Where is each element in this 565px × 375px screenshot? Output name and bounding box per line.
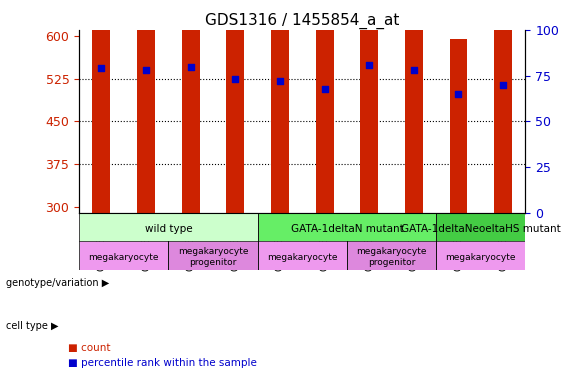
Text: wild type: wild type [145, 224, 192, 234]
Point [410, 67, 419, 73]
Text: megakaryocyte: megakaryocyte [89, 253, 159, 262]
Point [186, 64, 195, 70]
Point [141, 67, 150, 73]
FancyBboxPatch shape [436, 213, 525, 242]
FancyBboxPatch shape [258, 213, 436, 242]
Point [365, 62, 374, 68]
Text: megakaryocyte: megakaryocyte [267, 253, 337, 262]
FancyBboxPatch shape [347, 242, 436, 270]
Bar [93, 0, 110, 213]
Bar [182, 0, 199, 213]
Text: GATA-1deltaN mutant: GATA-1deltaN mutant [290, 224, 403, 234]
Text: genotype/variation ▶: genotype/variation ▶ [6, 278, 109, 288]
FancyBboxPatch shape [436, 242, 525, 270]
Text: cell type ▶: cell type ▶ [6, 321, 58, 331]
FancyBboxPatch shape [79, 242, 168, 270]
FancyBboxPatch shape [258, 242, 347, 270]
Bar [271, 0, 289, 213]
Point [499, 82, 508, 88]
Text: megakaryocyte
progenitor: megakaryocyte progenitor [357, 248, 427, 267]
Bar [360, 0, 378, 213]
FancyBboxPatch shape [79, 213, 258, 242]
Bar [227, 0, 244, 213]
Title: GDS1316 / 1455854_a_at: GDS1316 / 1455854_a_at [205, 12, 399, 28]
Point [320, 86, 329, 92]
Bar [494, 21, 512, 213]
FancyBboxPatch shape [168, 242, 258, 270]
Text: ■ count: ■ count [68, 342, 110, 352]
Text: megakaryocyte: megakaryocyte [446, 253, 516, 262]
Bar [316, 2, 333, 213]
Point [276, 78, 285, 84]
Text: megakaryocyte
progenitor: megakaryocyte progenitor [178, 248, 248, 267]
Point [97, 65, 106, 71]
Text: ■ percentile rank within the sample: ■ percentile rank within the sample [68, 357, 257, 368]
Point [454, 91, 463, 97]
Text: GATA-1deltaNeoeltaHS mutant: GATA-1deltaNeoeltaHS mutant [401, 224, 560, 234]
Bar [405, 0, 423, 213]
Bar [450, 39, 467, 213]
Point [231, 76, 240, 82]
Bar [137, 0, 155, 213]
